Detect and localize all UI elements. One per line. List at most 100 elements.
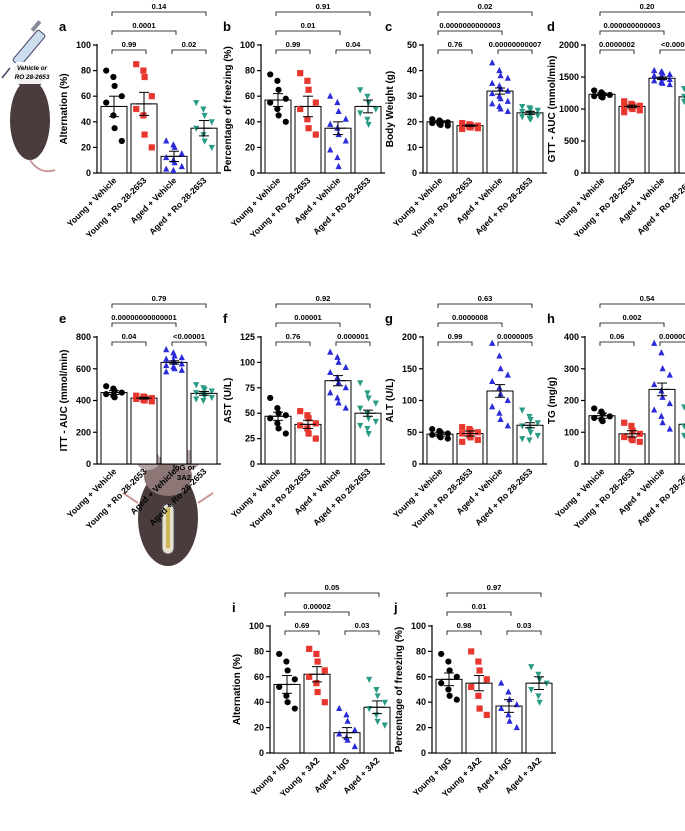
data-point [513,723,520,731]
panel-label-i: i [232,600,236,615]
p-value-label: 0.98 [457,621,472,630]
p-value-label: 0.0001 [132,21,156,30]
data-point [275,425,282,432]
data-point [651,380,658,388]
data-point [429,425,436,433]
data-point [335,107,342,115]
data-point [504,87,511,94]
data-point [364,390,371,397]
data-point [497,390,504,397]
data-point [208,119,215,126]
data-point [527,429,534,436]
mouse-implant-illustration: IgG or 3A2 [122,450,214,566]
data-point [666,399,673,407]
significance-bracket [171,49,207,54]
data-point [381,722,388,729]
p-value-label: 0.76 [286,332,301,341]
bar-3 [648,388,676,465]
category-label: Young + Vehicle [229,175,283,229]
data-point [474,125,481,132]
bar-1 [100,392,128,465]
y-tick-label: 0 [86,459,91,469]
data-point [171,352,178,359]
y-tick-label: 400 [76,396,91,406]
data-point [365,431,372,438]
p-value-label: 0.99 [122,40,137,49]
y-tick-label: 125 [240,332,255,342]
data-point [297,70,304,77]
y-tick-label: 60 [254,672,264,682]
y-tick-label: 40 [81,117,91,127]
significance-bracket [111,341,147,346]
bar-1 [588,93,616,174]
y-tick-label: 40 [416,697,426,707]
data-point [342,384,349,391]
category-label: Young + Vehicle [391,175,445,229]
data-point [681,93,685,100]
data-point [591,414,598,422]
data-point [110,73,117,81]
y-tick-label: 200 [76,427,91,437]
significance-bracket [275,49,311,54]
p-value-label: 0.14 [152,2,168,11]
data-point [304,116,311,123]
data-point [534,112,541,120]
p-value-label: 0.00000000000001 [111,313,177,322]
data-point [658,387,665,394]
y-tick-label: 30 [407,91,417,101]
data-point [666,80,673,88]
p-value-label: 0.97 [487,583,502,592]
significance-bracket [599,341,635,346]
p-value-label: 0.99 [448,332,463,341]
data-point [133,395,140,403]
y-tick-label: 10 [407,142,417,152]
data-point [148,144,155,151]
data-point [335,130,342,138]
y-tick-label: 40 [245,117,255,127]
data-point [497,365,504,372]
data-point [489,79,496,86]
data-point [141,397,148,404]
y-tick-label: 0 [412,168,417,178]
y-tick-label: 0 [250,459,255,469]
significance-bracket [659,49,685,54]
data-point [629,437,636,444]
data-point [474,436,481,443]
data-point [483,676,490,683]
data-point [267,71,274,78]
chart-panel-e: e 0 200 400 600 800 ITT - AUC (mmol/min) Young … [59,294,221,531]
y-axis-label: Percentage of freezing (%) [394,627,405,753]
data-point [681,98,685,106]
data-point [148,93,155,100]
data-point [459,125,466,133]
data-point [526,413,533,421]
p-value-label: 0.01 [301,21,317,30]
p-value-label: 0.03 [517,621,532,630]
data-point [621,109,628,116]
data-point [118,93,125,100]
bar-4 [678,96,685,174]
data-point [208,144,215,152]
data-point [365,100,372,107]
data-point [591,405,598,412]
data-point [118,137,125,145]
data-point [498,704,505,712]
data-point [282,95,289,102]
data-point [313,680,320,687]
data-point [178,366,185,373]
p-value-label: <0.00001 [173,332,206,341]
data-point [628,422,635,429]
data-point [497,415,504,423]
data-point [496,66,503,74]
bar-2 [618,105,646,174]
data-point [103,67,110,74]
significance-bracket [275,303,371,308]
significance-bracket [437,341,473,346]
data-point [497,95,504,102]
data-point [291,705,298,712]
data-point [666,371,673,378]
data-point [357,110,364,117]
data-point [343,711,350,718]
y-tick-label: 500 [564,136,579,146]
data-point [489,89,496,97]
